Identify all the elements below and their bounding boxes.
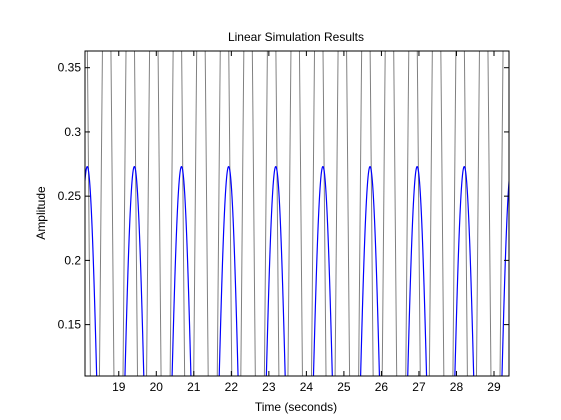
x-tick-label: 22 [225,380,239,394]
y-tick-label: 0.15 [58,318,82,332]
x-tick-label: 19 [112,380,126,394]
y-axis-label: Amplitude [34,186,48,240]
x-tick-label: 25 [337,380,351,394]
y-tick-label: 0.3 [64,125,81,139]
x-tick-label: 26 [375,380,389,394]
x-tick-label: 20 [150,380,164,394]
x-tick-label: 29 [487,380,501,394]
input-signal-line [86,51,504,376]
x-tick-label: 28 [450,380,464,394]
plot-area [85,51,509,376]
x-axis: 19 20 21 22 23 24 25 26 27 28 29 [112,51,501,394]
x-tick-label: 24 [300,380,314,394]
y-tick-label: 0.35 [58,61,82,75]
chart-title: Linear Simulation Results [228,30,364,44]
y-axis: 0.15 0.2 0.25 0.3 0.35 [58,61,509,332]
x-tick-label: 27 [412,380,426,394]
x-tick-label: 23 [262,380,276,394]
plot-frame [84,50,510,377]
series-layer [85,51,509,376]
x-tick-label: 21 [187,380,201,394]
x-axis-label: Time (seconds) [255,400,337,414]
y-tick-label: 0.2 [64,253,81,267]
y-tick-label: 0.25 [58,189,82,203]
